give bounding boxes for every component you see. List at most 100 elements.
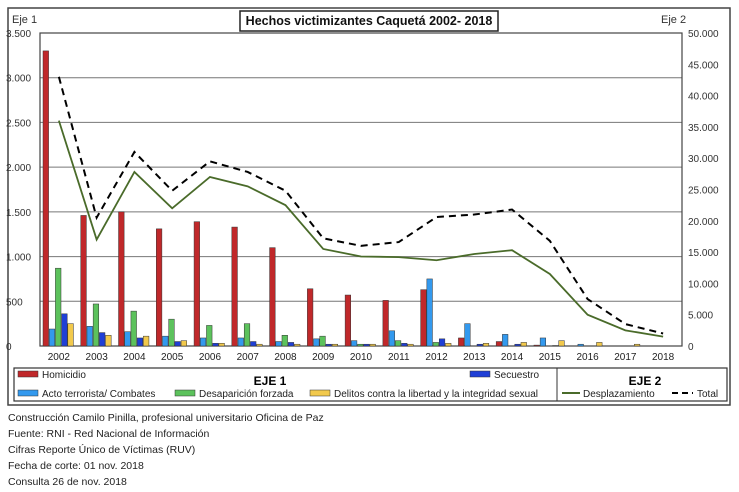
x-tick-label: 2018 — [652, 352, 675, 363]
bar-delitos — [634, 343, 641, 347]
footer-cutoff-date: Fecha de corte: 01 nov. 2018 — [8, 460, 144, 472]
y2-axis-label: Eje 2 — [661, 14, 686, 26]
x-tick-label: 2004 — [123, 352, 146, 363]
line-total — [57, 76, 664, 335]
footer-credit: Construcción Camilo Pinilla, profesional… — [8, 412, 324, 424]
bar-homicidio — [420, 289, 427, 347]
bar-homicidio — [80, 215, 87, 347]
legend-label: Homicidio — [42, 370, 86, 381]
bar-homicidio — [118, 211, 125, 347]
bar-acto — [426, 278, 433, 347]
x-tick-label: 2011 — [388, 352, 410, 363]
bar-homicidio — [307, 288, 314, 347]
footer-query-date: Consulta 26 de nov. 2018 — [8, 476, 127, 488]
bar-homicidio — [231, 226, 238, 347]
y1-axis-label: Eje 1 — [12, 14, 37, 26]
bar-secuestro — [514, 343, 521, 347]
x-tick-label: 2013 — [463, 352, 486, 363]
bar-desaparición — [168, 318, 175, 347]
bar-secuestro — [476, 343, 483, 347]
bar-homicidio — [458, 337, 465, 347]
y2-tick-label: 15.000 — [688, 248, 719, 259]
legend-swatch — [174, 389, 196, 397]
y1-tick-label: 3.500 — [6, 29, 31, 40]
x-tick-label: 2010 — [350, 352, 373, 363]
bar-acto — [48, 328, 56, 347]
bar-desaparición — [243, 323, 251, 347]
legend-label: Desplazamiento — [583, 389, 655, 400]
bar-delitos — [143, 335, 150, 347]
bar-homicidio — [382, 300, 389, 347]
bar-delitos — [520, 342, 527, 347]
y1-tick-label: 2.500 — [6, 118, 31, 129]
y1-tick-label: 2.000 — [6, 163, 31, 174]
bar-desaparición — [357, 343, 364, 347]
bar-delitos — [558, 340, 565, 347]
bar-delitos — [256, 343, 263, 347]
bar-desaparición — [130, 310, 137, 347]
title-box — [239, 10, 499, 32]
y2-tick-label: 35.000 — [688, 123, 719, 134]
bar-delitos — [218, 343, 225, 347]
y2-tick-label: 20.000 — [688, 217, 719, 228]
x-tick-label: 2012 — [425, 352, 448, 363]
bar-desaparición — [395, 340, 402, 347]
x-tick-label: 2002 — [48, 352, 71, 363]
bar-homicidio — [533, 344, 540, 347]
bar-acto — [502, 334, 509, 347]
bar-secuestro — [438, 338, 446, 347]
legend-label: Delitos contra la libertad y la integrid… — [334, 389, 538, 400]
legend-swatch — [309, 389, 331, 397]
bar-secuestro — [136, 337, 143, 347]
bar-desaparición — [319, 335, 326, 347]
y2-tick-label: 10.000 — [688, 279, 719, 290]
y2-tick-label: 45.000 — [688, 60, 719, 71]
bar-secuestro — [212, 343, 219, 347]
y1-tick-label: 500 — [6, 297, 23, 308]
legend-label: Total — [697, 389, 718, 400]
bar-acto — [162, 335, 169, 347]
x-tick-label: 2009 — [312, 352, 335, 363]
line-desplazamiento — [58, 120, 664, 338]
legend-label: Desaparición forzada — [199, 389, 294, 400]
bar-desaparición — [281, 335, 288, 347]
footer-source: Fuente: RNI - Red Nacional de Informació… — [8, 428, 210, 440]
bar-homicidio — [269, 247, 276, 347]
x-tick-label: 2008 — [274, 352, 297, 363]
legend-box — [13, 367, 728, 402]
y2-tick-label: 0 — [688, 342, 694, 353]
x-tick-label: 2006 — [199, 352, 222, 363]
bar-delitos — [596, 342, 603, 347]
x-tick-label: 2007 — [237, 352, 260, 363]
bar-acto — [539, 337, 546, 347]
legend-eje2-title: EJE 2 — [629, 374, 662, 388]
bar-homicidio — [42, 50, 49, 347]
bar-secuestro — [325, 343, 332, 347]
bar-secuestro — [363, 343, 370, 347]
bar-secuestro — [174, 341, 181, 347]
bar-acto — [388, 330, 395, 347]
bar-acto — [577, 343, 584, 347]
bar-acto — [124, 331, 131, 347]
bar-delitos — [105, 335, 112, 347]
y2-tick-label: 25.000 — [688, 186, 719, 197]
y1-tick-label: 1.500 — [6, 208, 31, 219]
bar-desaparición — [55, 267, 62, 347]
bar-secuestro — [61, 313, 68, 347]
bar-delitos — [445, 343, 452, 347]
chart-title: Hechos victimizantes Caquetá 2002- 2018 — [246, 14, 493, 28]
bar-delitos — [294, 343, 301, 347]
bar-acto — [200, 337, 207, 347]
legend-label: Secuestro — [494, 370, 539, 381]
bar-acto — [275, 341, 282, 347]
legend-label: Acto terrorista/ Combates — [42, 389, 155, 400]
bar-acto — [351, 340, 358, 347]
bar-desaparición — [432, 342, 439, 347]
bar-delitos — [407, 343, 414, 347]
y2-tick-label: 40.000 — [688, 92, 719, 103]
x-tick-label: 2003 — [86, 352, 109, 363]
y2-tick-label: 5.000 — [688, 311, 713, 322]
bar-secuestro — [287, 342, 295, 347]
y2-tick-label: 50.000 — [688, 29, 719, 40]
